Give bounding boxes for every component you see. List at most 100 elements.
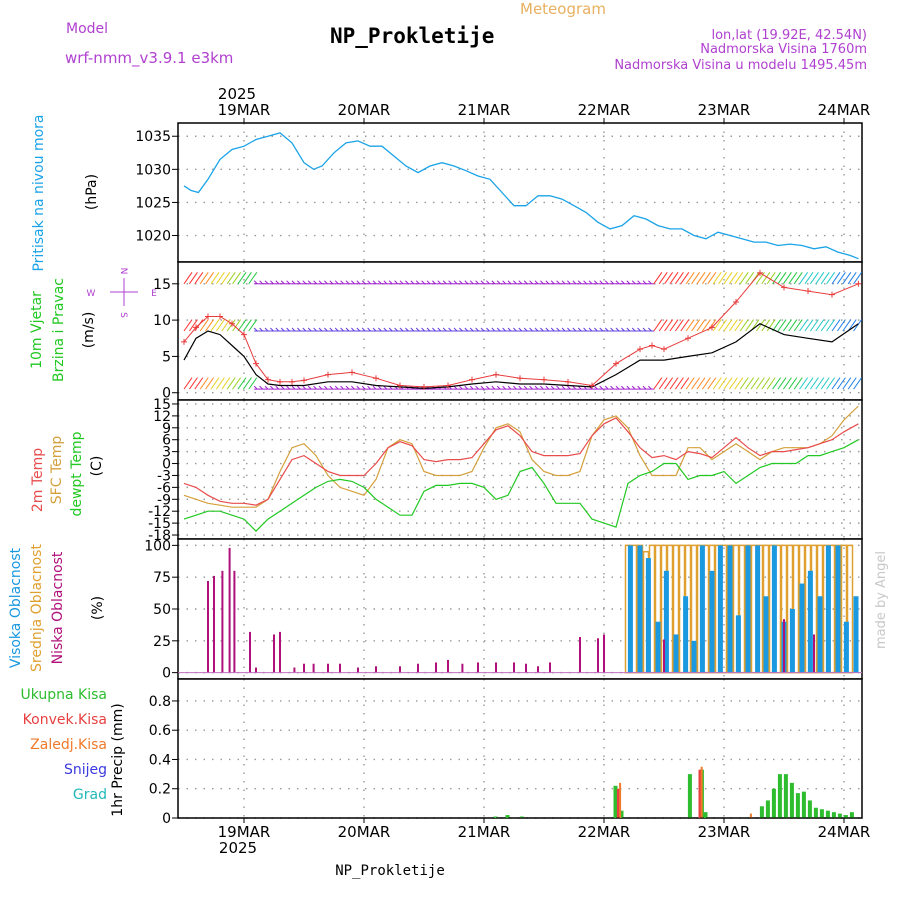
wind-barb-tick <box>275 385 280 390</box>
wind-barb-tick <box>491 280 496 285</box>
cloud-high-bar <box>699 545 705 673</box>
precip-total-bar <box>837 813 842 818</box>
wind-barb-tick <box>275 327 280 332</box>
pressure-panel: 1020 1025 1030 1035 <box>135 122 863 263</box>
wind-barb-tick <box>340 280 344 285</box>
wind-label-b: Brzina i Pravac <box>51 278 67 382</box>
precip-total-bar <box>783 774 788 818</box>
precip-plot-area <box>178 679 862 818</box>
wind-barb <box>232 272 242 285</box>
wind-barb-tick <box>572 385 577 390</box>
wind-barb-tick <box>637 385 641 390</box>
wind-barb-tick <box>351 280 355 285</box>
wind-barb-tick <box>453 327 458 332</box>
wind-barb-tick <box>286 327 290 332</box>
cloud-low-bar <box>293 667 296 673</box>
precip-total-bar <box>619 810 624 818</box>
wind-barb-tick <box>567 280 571 285</box>
wind-barb-tick <box>550 385 555 390</box>
wind-barb-tick <box>415 327 420 332</box>
wind-barb-tick <box>270 280 274 285</box>
wind-gust-marker <box>733 298 739 305</box>
wind-barb-tick <box>561 280 566 285</box>
precip-ytick-label: 0.8 <box>149 694 171 710</box>
wind-barb-tick <box>334 327 339 332</box>
wind-unit: (m/s) <box>81 312 97 349</box>
cloud-high-bar <box>709 570 715 673</box>
cloud-low-bar <box>228 547 231 673</box>
compass-e: E <box>151 289 157 299</box>
wind-barb-tick <box>356 280 361 285</box>
wind-barb <box>745 319 755 332</box>
wind-barb <box>664 319 674 332</box>
wind-barb-tick <box>604 327 609 332</box>
wind-barb <box>853 272 863 285</box>
wind-barb-tick <box>297 327 301 332</box>
wind-barb <box>242 272 252 285</box>
wind-barb-tick <box>448 280 452 285</box>
cloud-low-bar <box>597 638 599 673</box>
elevation-text: Nadmorska Visina 1760m <box>700 42 867 57</box>
wind-barb <box>842 377 852 390</box>
top-day-label: 22MAR <box>578 101 631 119</box>
precip-total-bar <box>789 782 794 818</box>
precip-total-bar <box>807 800 812 818</box>
wind-barb-tick <box>253 280 258 285</box>
wind-ytick-label: 15 <box>153 277 171 293</box>
wind-barb-tick <box>637 280 641 285</box>
cloud-high-bar <box>637 545 643 673</box>
precip-total-bar <box>819 809 824 818</box>
wind-barb-tick <box>345 327 350 332</box>
wind-barb <box>728 319 738 332</box>
wind-gust-marker <box>493 371 499 378</box>
cloud-low-bar <box>339 663 341 673</box>
wind-barb-tick <box>469 327 474 332</box>
wind-barb <box>728 272 738 285</box>
wind-barb-tick <box>372 327 377 332</box>
cloud-panel: 0 25 50 75 100 <box>144 538 863 682</box>
wind-barb-tick <box>318 327 323 332</box>
wind-barb <box>847 272 857 285</box>
wind-barb <box>734 377 744 390</box>
cloud-low-bar <box>477 662 479 673</box>
wind-gust-marker <box>397 382 403 389</box>
wind-barb <box>820 377 830 390</box>
wind-barb <box>707 272 717 285</box>
wind-barb <box>183 319 193 332</box>
cloud-high-bar <box>663 570 669 673</box>
wind-gust-marker <box>613 360 619 367</box>
wind-barb-tick <box>432 327 436 332</box>
wind-barb-tick <box>567 385 571 390</box>
wind-barb-tick <box>410 327 415 332</box>
wind-barb-tick <box>367 327 371 332</box>
wind-barb-tick <box>307 327 312 332</box>
cloud-high-bar <box>789 609 795 673</box>
wind-barb-tick <box>345 280 350 285</box>
wind-barb <box>820 319 830 332</box>
wind-barb-tick <box>631 327 636 332</box>
wind-compass: N S W E <box>87 268 158 319</box>
wind-barb <box>718 272 728 285</box>
cloud-high-bar <box>807 570 813 673</box>
wind-barb-tick <box>475 385 479 390</box>
wind-barb-tick <box>253 327 258 332</box>
cloud-low-bar <box>233 570 236 673</box>
wind-barb-tick <box>291 327 296 332</box>
wind-gust-marker <box>349 369 355 376</box>
wind-barb-tick <box>307 280 312 285</box>
wind-barb-tick <box>318 385 323 390</box>
wind-barb-tick <box>556 327 560 332</box>
wind-barb <box>836 319 846 332</box>
wind-barb-tick <box>361 385 366 390</box>
wind-gust-marker <box>637 346 643 353</box>
wind-barb-tick <box>340 385 344 390</box>
wind-barb-tick <box>518 385 523 390</box>
wind-gust-marker <box>649 342 655 349</box>
pressure-ytick-label: 1025 <box>135 195 171 211</box>
pressure-line <box>183 132 859 260</box>
wind-barb <box>734 272 744 285</box>
wind-barb-tick <box>534 280 539 285</box>
wind-barb-tick <box>529 385 533 390</box>
coords-text: lon,lat (19.92E, 42.54N) <box>711 28 867 43</box>
wind-barb-tick <box>577 327 582 332</box>
